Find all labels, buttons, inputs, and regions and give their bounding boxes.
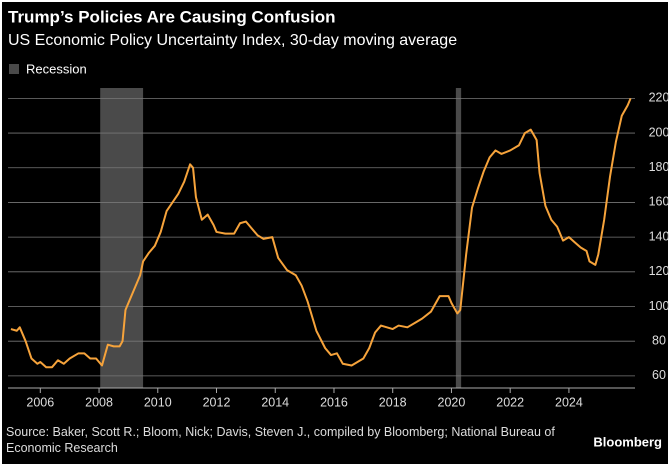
x-tick-label: 2022 [496, 395, 524, 409]
source-box: Source: Baker, Scott R.; Bloom, Nick; Da… [6, 425, 555, 455]
y-tick-label: 140 [649, 229, 670, 243]
x-tick-label: 2024 [555, 395, 583, 409]
y-tick-label: 60 [652, 368, 666, 382]
legend-label: Recession [26, 61, 87, 76]
line-series [10, 98, 632, 369]
y-tick-label: 220 [649, 91, 670, 105]
x-tick-label: 2014 [261, 395, 289, 409]
y-tick-label: 180 [649, 160, 670, 174]
x-tick-label: 2008 [85, 395, 113, 409]
chart-title: Trump’s Policies Are Causing Confusion [8, 7, 335, 26]
x-tick-label: 2006 [26, 395, 54, 409]
y-tick-label: 200 [649, 125, 670, 139]
y-tick-label: 80 [652, 333, 666, 347]
recession-band [455, 88, 462, 388]
source-note: Source: Baker, Scott R.; Bloom, Nick; Da… [6, 425, 555, 455]
x-tick-label: 2012 [203, 395, 231, 409]
brand: Bloomberg [593, 434, 662, 449]
x-tick-label: 2010 [144, 395, 172, 409]
y-tick-label: 100 [649, 299, 670, 313]
x-tick-label: 2016 [320, 395, 348, 409]
legend-swatch [9, 64, 19, 74]
x-tick-label: 2018 [379, 395, 407, 409]
y-tick-label: 160 [649, 195, 670, 209]
x-tick-label: 2020 [438, 395, 466, 409]
y-tick-label: 120 [649, 264, 670, 278]
chart-subtitle: US Economic Policy Uncertainty Index, 30… [8, 32, 457, 49]
recession-band [100, 88, 144, 388]
